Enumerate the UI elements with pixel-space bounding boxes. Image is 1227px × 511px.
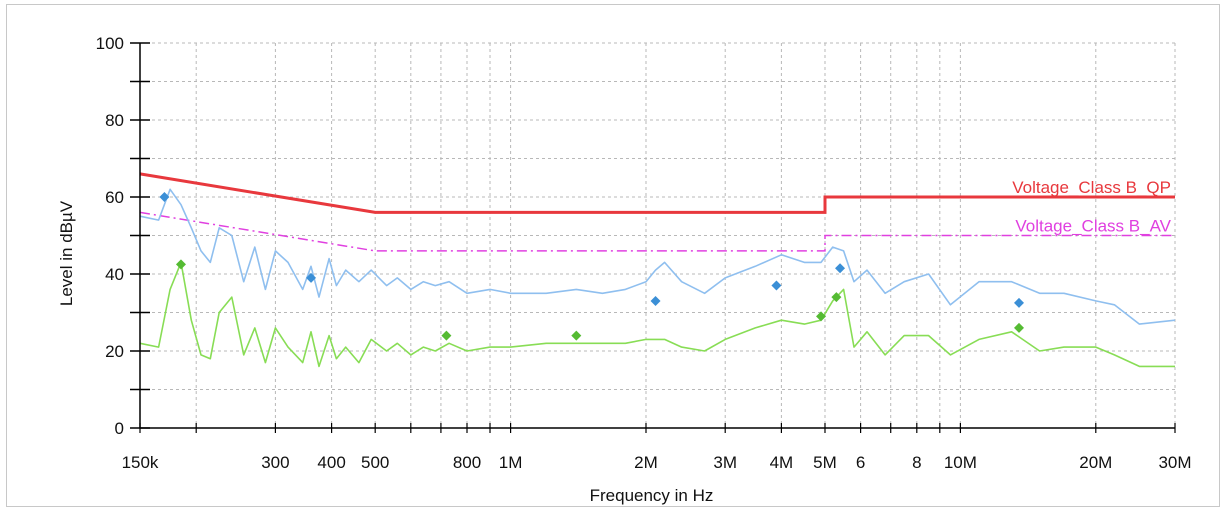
measurement-markers [159,192,1025,341]
x-tick-label: 20M [1079,453,1112,472]
x-axis-title: Frequency in Hz [590,486,714,505]
marker-av [1014,322,1025,333]
measurement-traces [139,188,1176,368]
limit-line-av [139,211,1175,252]
y-tick-label: 60 [105,188,124,207]
limit-line-qp [139,172,1175,214]
marker-qp [771,280,782,291]
x-tick-label: 1M [499,453,523,472]
marker-qp [159,192,170,202]
marker-qp [306,272,317,283]
labels: 0 20 40 60 80 100 150k 300 400 500 800 1M 2M 3M 4M 5M 6 8… [57,34,1192,505]
x-tick-label: 8 [912,453,921,472]
grid [139,42,1176,429]
x-tick-label: 4M [770,453,794,472]
series-line-2 [139,261,1175,368]
x-tick-label: 5M [813,453,837,472]
axes [130,42,1176,433]
chart-frame [6,4,1220,507]
limit-label-qp: Voltage_Class B_QP [1012,178,1171,197]
x-tick-label: 3M [713,453,737,472]
marker-av [441,330,452,341]
series-line-1 [139,188,1176,325]
x-tick-label: 150k [122,453,159,472]
y-tick-label: 40 [105,265,124,284]
y-tick-label: 80 [105,111,124,130]
marker-av [816,311,827,322]
x-tick-label: 300 [261,453,289,472]
marker-av [175,259,186,270]
marker-av [571,330,582,341]
x-tick-label: 6 [856,453,865,472]
marker-qp [650,295,661,306]
marker-av [831,292,842,303]
y-tick-label: 100 [96,34,124,53]
marker-qp [1014,297,1025,308]
y-tick-label: 0 [115,419,124,438]
x-tick-label: 30M [1158,453,1191,472]
limit-lines [139,172,1175,252]
x-tick-label: 800 [453,453,481,472]
x-tick-label: 500 [361,453,389,472]
y-tick-label: 20 [105,342,124,361]
x-tick-label: 400 [317,453,345,472]
marker-qp [835,263,846,274]
limit-label-av: Voltage_Class B_AV [1015,217,1171,236]
y-axis-title: Level in dBµV [57,200,76,306]
x-tick-label: 10M [944,453,977,472]
x-tick-label: 2M [634,453,658,472]
